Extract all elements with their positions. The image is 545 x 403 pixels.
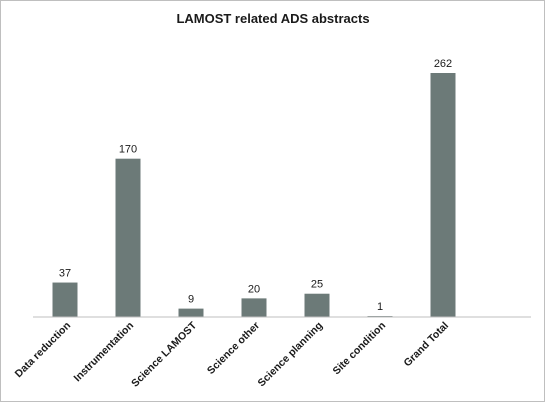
bar-6 [430, 73, 456, 317]
category-label-4: Science planning [256, 320, 326, 390]
bar-0 [52, 282, 78, 317]
data-label-4: 25 [311, 279, 323, 291]
data-label-6: 262 [434, 58, 452, 70]
bar-3 [241, 298, 267, 317]
labels-layer: 37 Data reduction 170 Instrumentation 9 Scien… [13, 58, 453, 390]
data-label-5: 1 [377, 301, 383, 313]
category-label-3: Science other [205, 320, 262, 377]
data-label-1: 170 [119, 144, 137, 156]
bar-2 [178, 308, 204, 317]
category-label-2: Science LAMOST [129, 319, 199, 389]
data-label-0: 37 [59, 268, 71, 280]
data-label-3: 20 [248, 283, 260, 295]
bar-1 [115, 158, 141, 317]
category-label-5: Site condition [331, 320, 389, 378]
data-label-2: 9 [188, 294, 194, 306]
category-label-1: Instrumentation [72, 320, 137, 385]
chart-title: LAMOST related ADS abstracts [176, 11, 369, 26]
bars-layer [52, 73, 456, 317]
bar-4 [304, 293, 330, 317]
category-label-0: Data reduction [13, 320, 73, 380]
category-label-6: Grand Total [402, 320, 452, 370]
